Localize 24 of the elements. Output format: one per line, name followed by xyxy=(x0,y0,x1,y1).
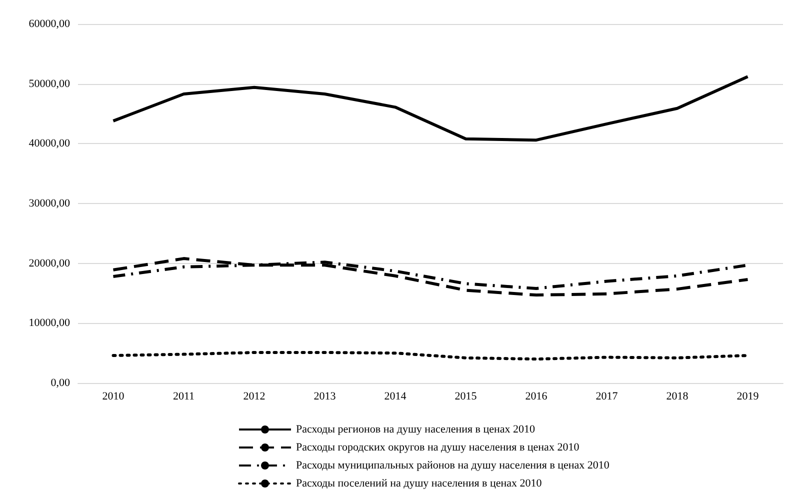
y-tick-label: 0,00 xyxy=(50,377,70,389)
line-series xyxy=(112,257,750,297)
y-tick-label: 20000,00 xyxy=(28,257,70,270)
x-tick-label: 2015 xyxy=(454,390,478,402)
legend-label: Расходы поселений на душу населения в ценах 2010 xyxy=(296,478,542,490)
legend-label: Расходы муниципальных районов на душу населения в ценах 2010 xyxy=(296,460,610,472)
x-tick-label: 2019 xyxy=(736,390,760,402)
x-tick-label: 2017 xyxy=(596,390,618,402)
x-tick-label: 2011 xyxy=(172,390,195,402)
line-series xyxy=(112,350,750,361)
legend-label: Расходы городских округов на душу населения в ценах 2010 xyxy=(296,442,580,454)
y-tick-label: 10000,00 xyxy=(28,317,70,330)
x-tick-label: 2013 xyxy=(314,390,336,402)
y-tick-label: 40000,00 xyxy=(28,138,70,150)
y-tick-label: 60000,00 xyxy=(28,18,70,30)
x-tick-label: 2018 xyxy=(666,390,689,402)
x-tick-label: 2012 xyxy=(243,390,266,402)
x-tick-label: 2010 xyxy=(102,390,125,402)
y-tick-label: 30000,00 xyxy=(28,198,70,210)
legend-label: Расходы регионов на душу населения в ценах 2010 xyxy=(296,424,536,436)
line-series xyxy=(112,75,750,142)
y-tick-label: 50000,00 xyxy=(28,78,70,90)
x-tick-label: 2014 xyxy=(384,390,407,402)
x-tick-label: 2016 xyxy=(525,390,548,402)
